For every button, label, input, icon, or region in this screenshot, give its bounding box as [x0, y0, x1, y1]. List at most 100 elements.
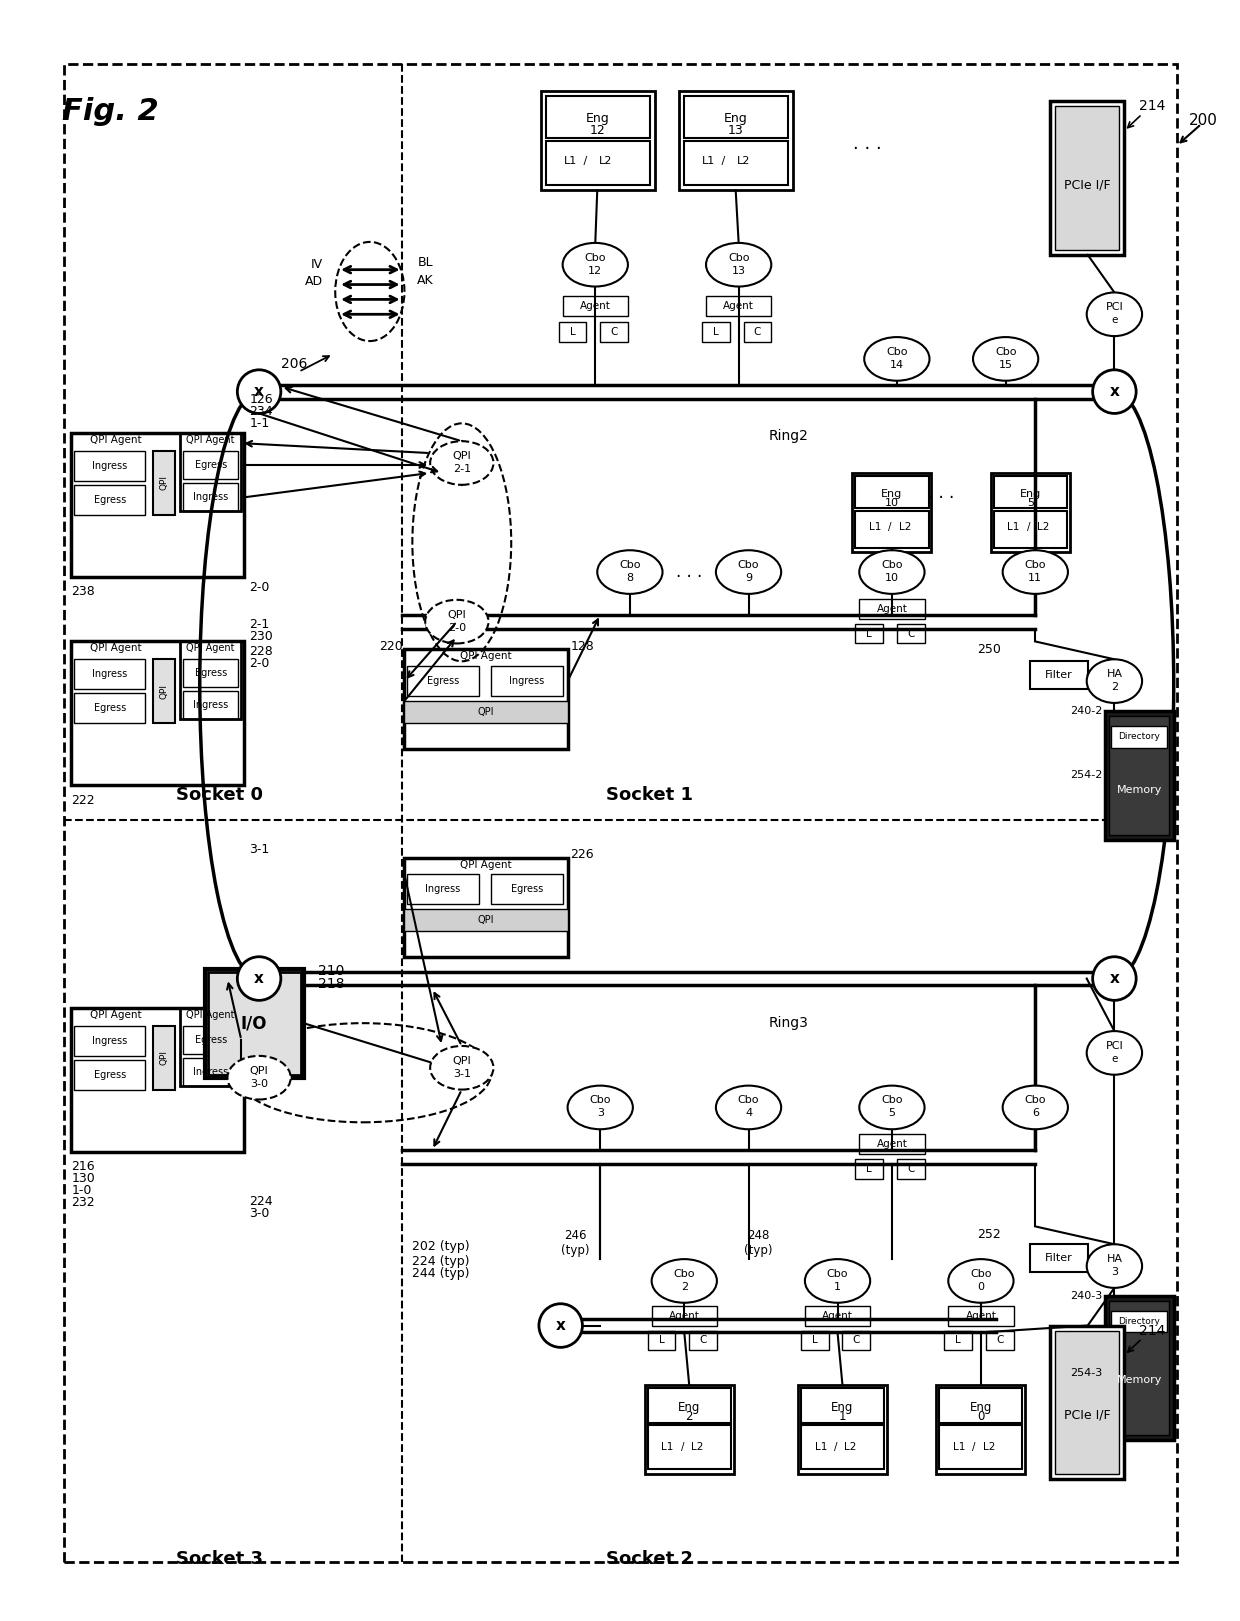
- Text: Cbo: Cbo: [584, 253, 606, 263]
- Text: QPI: QPI: [160, 475, 169, 490]
- Text: Egress: Egress: [94, 1070, 126, 1080]
- Text: 224 (typ): 224 (typ): [413, 1255, 470, 1268]
- Text: 11: 11: [1028, 572, 1043, 584]
- Text: L2: L2: [1037, 522, 1049, 532]
- Bar: [801, 1331, 828, 1350]
- Text: Cbo: Cbo: [738, 1096, 759, 1106]
- Bar: [184, 483, 238, 511]
- Bar: [842, 1331, 870, 1350]
- Text: C: C: [906, 629, 914, 639]
- Text: Eng: Eng: [678, 1401, 701, 1415]
- Bar: [74, 660, 145, 689]
- Bar: [936, 1384, 1025, 1473]
- Ellipse shape: [1092, 956, 1136, 1000]
- Text: Agent: Agent: [966, 1311, 997, 1321]
- Text: BL: BL: [418, 256, 433, 269]
- Bar: [1110, 1300, 1169, 1435]
- Ellipse shape: [598, 550, 662, 593]
- Bar: [404, 909, 568, 930]
- Bar: [1110, 716, 1169, 835]
- Text: Cbo: Cbo: [827, 1269, 848, 1279]
- Text: 4: 4: [745, 1109, 753, 1118]
- Bar: [859, 1135, 925, 1154]
- Text: x: x: [556, 1318, 565, 1332]
- Text: AK: AK: [418, 274, 434, 287]
- Ellipse shape: [859, 1086, 925, 1130]
- Bar: [563, 297, 627, 316]
- Bar: [154, 451, 175, 514]
- Text: Eng: Eng: [882, 490, 903, 499]
- Ellipse shape: [715, 550, 781, 593]
- Bar: [154, 1026, 175, 1089]
- Text: 2: 2: [681, 1282, 688, 1292]
- Bar: [491, 874, 563, 905]
- Text: Cbo: Cbo: [887, 347, 908, 357]
- Bar: [74, 451, 145, 481]
- Text: Ingress: Ingress: [193, 491, 228, 503]
- Ellipse shape: [425, 600, 489, 644]
- Bar: [1030, 661, 1087, 689]
- Text: L1: L1: [661, 1443, 673, 1452]
- Text: 200: 200: [1189, 113, 1218, 128]
- Text: L: L: [867, 629, 872, 639]
- Bar: [652, 1307, 717, 1326]
- Text: x: x: [1110, 971, 1120, 986]
- Bar: [702, 323, 730, 342]
- Bar: [897, 624, 925, 644]
- Ellipse shape: [1003, 550, 1068, 593]
- Text: Directory: Directory: [1118, 1318, 1161, 1326]
- Ellipse shape: [715, 1086, 781, 1130]
- Text: Egress: Egress: [94, 704, 126, 713]
- Text: 206: 206: [280, 357, 306, 371]
- Text: L2: L2: [737, 156, 750, 165]
- Bar: [647, 1331, 676, 1350]
- Text: QPI Agent: QPI Agent: [460, 652, 511, 661]
- Text: Directory: Directory: [1118, 733, 1161, 741]
- Text: 230: 230: [249, 631, 273, 644]
- Ellipse shape: [859, 550, 925, 593]
- Bar: [74, 694, 145, 723]
- Text: 128: 128: [570, 640, 594, 653]
- Text: QPI Agent: QPI Agent: [186, 1010, 234, 1020]
- Ellipse shape: [1086, 292, 1142, 336]
- Bar: [940, 1388, 1023, 1423]
- Text: IV: IV: [311, 258, 324, 271]
- Text: 3: 3: [596, 1109, 604, 1118]
- Text: Egress: Egress: [195, 1036, 227, 1046]
- Text: e: e: [1111, 1054, 1117, 1063]
- Text: Egress: Egress: [427, 676, 459, 686]
- Text: 1-0: 1-0: [71, 1185, 92, 1198]
- Text: 234: 234: [249, 405, 273, 418]
- Text: 222: 222: [71, 794, 94, 807]
- Text: Cbo: Cbo: [589, 1096, 611, 1106]
- Text: QPI: QPI: [453, 1055, 471, 1067]
- Text: L: L: [658, 1336, 665, 1345]
- Bar: [71, 1008, 244, 1153]
- Bar: [404, 858, 568, 956]
- Text: 2-0: 2-0: [448, 622, 466, 632]
- Text: Socket 1: Socket 1: [606, 786, 693, 804]
- Text: /: /: [718, 156, 729, 165]
- Text: L1: L1: [869, 522, 882, 532]
- Text: 214: 214: [1140, 1323, 1166, 1337]
- Text: 1-1: 1-1: [249, 417, 269, 430]
- Bar: [1050, 1326, 1125, 1480]
- Bar: [184, 691, 238, 718]
- Text: QPI: QPI: [477, 707, 494, 716]
- Text: /: /: [833, 1443, 837, 1452]
- Text: PCI: PCI: [1106, 303, 1123, 313]
- Bar: [805, 1307, 870, 1326]
- Text: 9: 9: [745, 572, 753, 584]
- Text: QPI Agent: QPI Agent: [89, 1010, 141, 1020]
- Text: L2: L2: [982, 1443, 994, 1452]
- Ellipse shape: [973, 337, 1038, 381]
- Bar: [647, 1388, 730, 1423]
- Bar: [546, 141, 650, 185]
- Ellipse shape: [227, 1055, 290, 1099]
- Text: . . .: . . .: [853, 135, 882, 152]
- Bar: [1111, 1311, 1167, 1332]
- Bar: [74, 1026, 145, 1055]
- Ellipse shape: [949, 1260, 1013, 1303]
- Text: Cbo: Cbo: [1024, 561, 1047, 571]
- Bar: [706, 297, 771, 316]
